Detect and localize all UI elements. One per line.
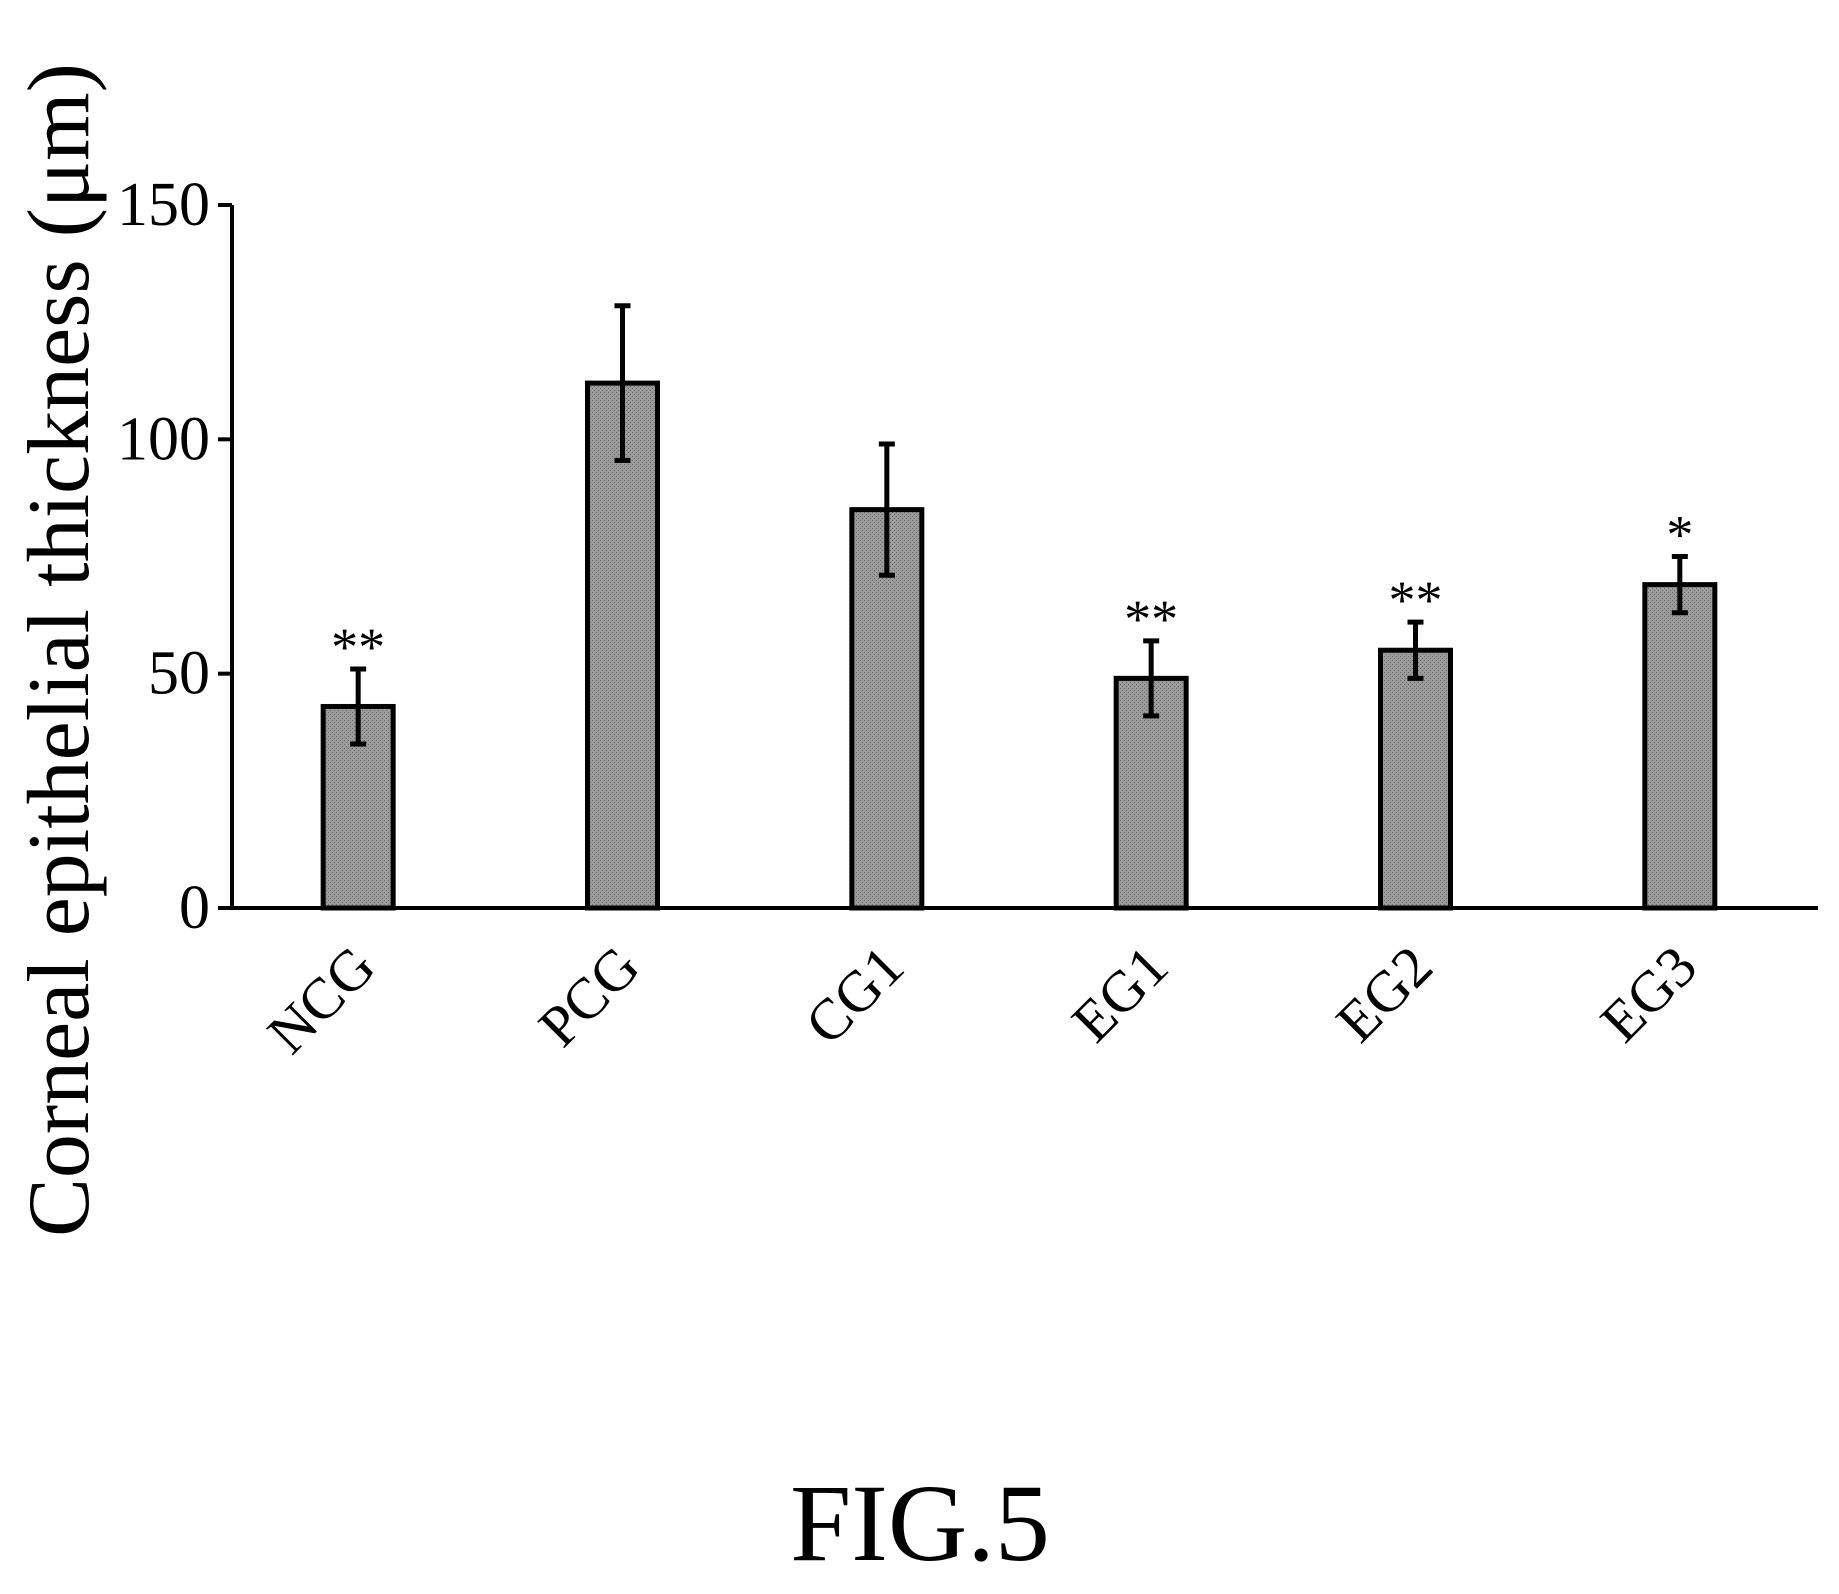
x-tick-label: CG1 <box>793 933 916 1056</box>
significance-marker: ** <box>1124 589 1178 649</box>
significance-marker: ** <box>331 617 385 677</box>
bars <box>320 303 1718 911</box>
figure-label: FIG.5 <box>790 1462 1050 1584</box>
y-tick-label: 100 <box>117 405 210 473</box>
x-tick-label: EG3 <box>1588 933 1709 1054</box>
y-tick-label: 50 <box>148 640 210 708</box>
significance-marker: ** <box>1389 570 1443 630</box>
axes <box>218 203 1818 910</box>
x-tick-label: NCG <box>255 933 388 1066</box>
y-tick-label: 0 <box>179 874 210 942</box>
x-tick-label: EG1 <box>1059 933 1180 1054</box>
x-tick-label: EG2 <box>1324 933 1445 1054</box>
bar-eg2 <box>1378 647 1453 911</box>
bar-eg3 <box>1642 582 1718 911</box>
significance-marker: * <box>1666 505 1693 565</box>
x-tick-label: PCG <box>526 933 652 1059</box>
y-axis-label: Corneal epithelial thickness (μm) <box>11 63 108 1237</box>
y-tick-label: 150 <box>117 171 210 239</box>
bar-pcg <box>585 380 660 911</box>
